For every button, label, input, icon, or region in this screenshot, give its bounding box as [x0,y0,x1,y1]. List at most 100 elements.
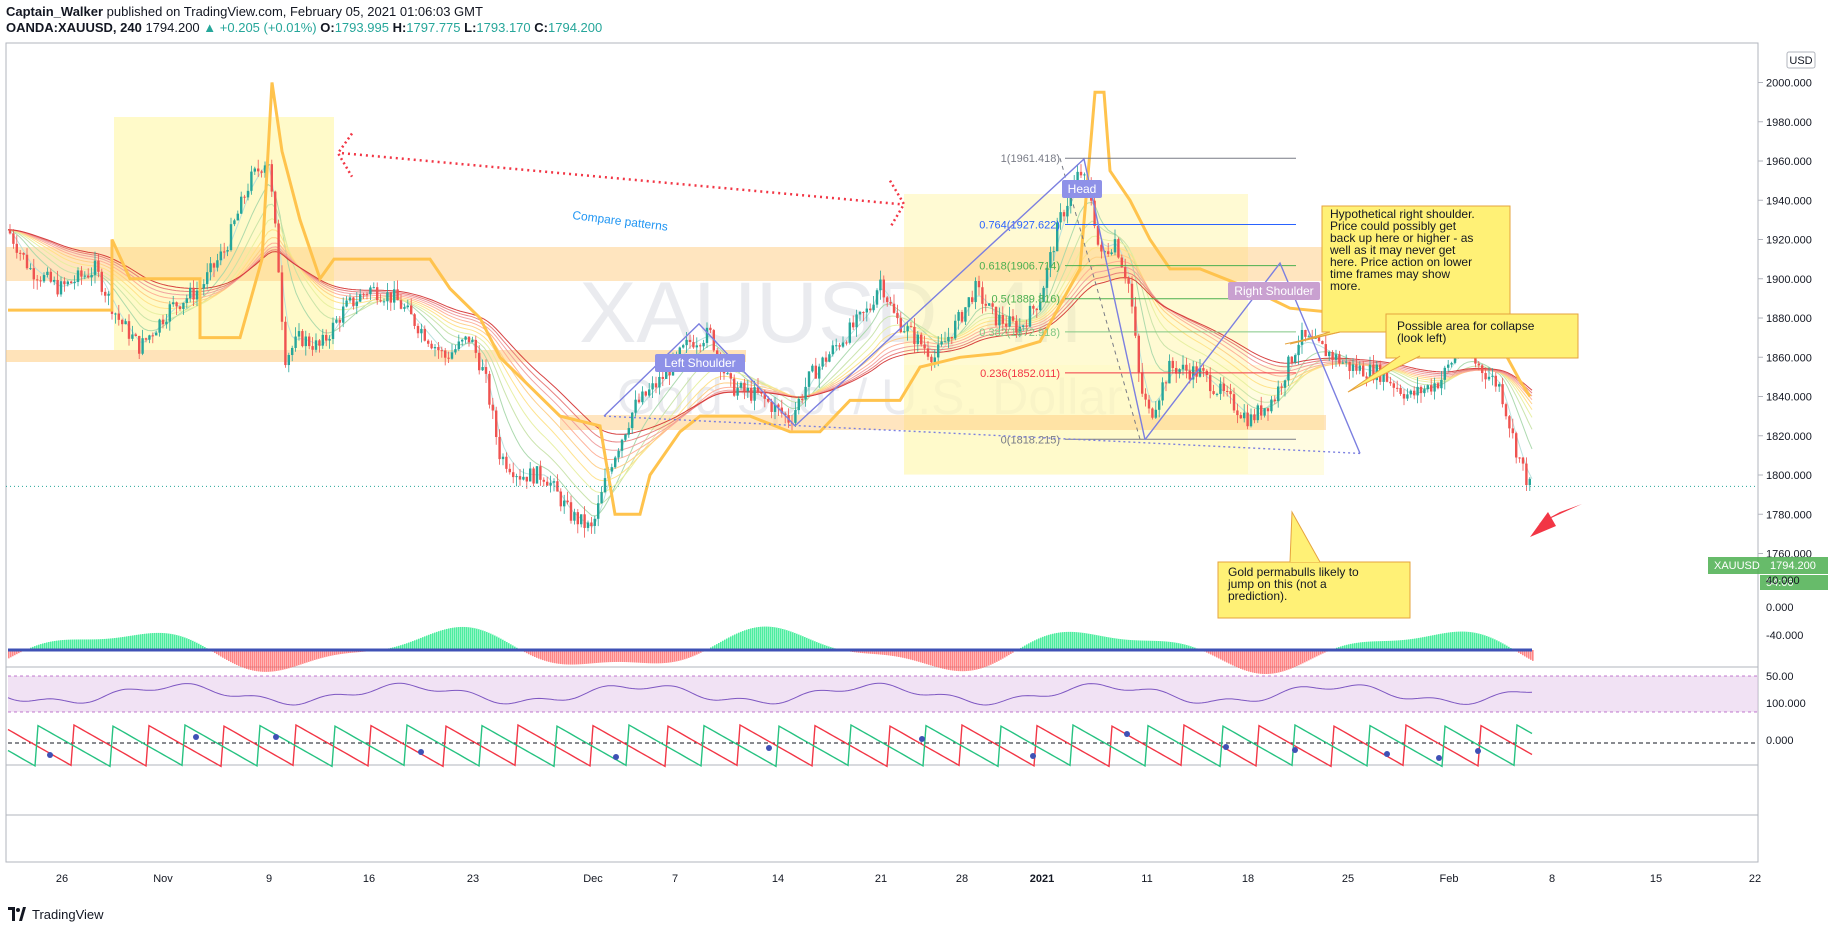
note-collapse[interactable]: Possible area for collapse(look left) [1347,313,1579,393]
candle-body [546,481,549,486]
macd-bar [1414,638,1416,650]
stoch-line [7,723,1533,768]
candle-body [505,456,508,469]
candle-body [1481,365,1484,374]
macd-bar [538,650,540,659]
macd-bar [784,629,786,650]
candle-body [369,287,372,295]
macd-bar [1470,632,1472,650]
stoch-cross-dot [1436,755,1442,761]
macd-bar [1388,640,1390,650]
macd-bar [572,650,574,665]
macd-bar [1374,641,1376,650]
author-name[interactable]: Captain_Walker [6,4,104,19]
macd-bar [1500,642,1502,650]
macd-bar [1342,645,1344,650]
time-tick-label: 16 [363,873,375,885]
macd-bar [1026,644,1028,650]
candle-body [464,336,467,340]
candle-body [814,365,817,379]
macd-bar [222,650,224,658]
macd-bar [338,650,340,655]
time-tick-label: 14 [772,873,784,885]
candle-body [1453,355,1457,363]
macd-bar [1218,650,1220,659]
head-tag[interactable]: Head [1062,180,1102,198]
candle-body [461,339,464,342]
pattern-drawings[interactable] [336,132,1361,455]
macd-bar [240,650,242,667]
macd-bar [796,633,798,650]
macd-bar [990,650,992,665]
macd-bar [194,641,196,650]
macd-bar [1440,633,1442,650]
macd-bar [1226,650,1228,663]
macd-bar [862,650,864,654]
macd-bar [598,650,600,663]
candle-body [379,300,382,302]
macd-bar [286,650,288,669]
price-axis[interactable]: 2000.000 1980.000 1960.000 1940.000 1920.000… [1758,78,1812,561]
candle-body [185,298,188,303]
time-tick-label: 25 [1342,873,1354,885]
left-shoulder-tag[interactable]: Left Shoulder [655,354,745,372]
candle-body [467,336,471,343]
macd-bar [1098,635,1100,650]
macd-bar [252,650,254,671]
macd-bar [632,650,634,663]
macd-bar [596,650,598,663]
candle-body [1219,383,1222,394]
time-axis[interactable]: 26 Nov 9 16 23 Dec 7 14 21 28 2021 11 18 25 Feb 8 15 22 [56,873,1761,885]
macd-bar [1134,640,1136,650]
candle-body [148,335,151,340]
candle-body [668,369,671,376]
macd-bar [482,630,484,650]
macd-bar [738,632,740,650]
macd-bar [1272,650,1274,674]
macd-bar [168,633,170,650]
candle-body [1069,191,1072,206]
macd-bar [14,650,16,656]
yellow-zone-nov[interactable] [114,117,334,350]
macd-bar [530,650,532,656]
support-zone-right[interactable] [560,415,1326,430]
fib-retracement[interactable]: 1(1961.418) 0.764(1927.622) 0.618(1906.714… [979,153,1296,446]
candle-body [875,290,879,305]
macd-bar [1072,631,1074,650]
macd-bar [1408,639,1410,650]
compare-patterns-label[interactable]: Compare patterns [572,208,669,234]
candle-body [345,300,348,307]
macd-bar [716,644,718,650]
macd-bar [1112,637,1114,650]
indicator-axes: 40.000 0.000 -40.000 50.00 100.000 0.000 [1766,575,1806,747]
candle-body [144,338,148,340]
chart-canvas[interactable]: XAUUSD, 4h Gold Spot / U.S. Dollar 1(196… [0,42,1828,900]
macd-bar [1428,636,1430,650]
currency-badge[interactable]: USD [1786,51,1816,69]
candle-body [933,357,936,363]
macd-bar [316,650,318,660]
macd-bar [1276,650,1278,673]
macd-bar [196,642,198,650]
support-zone-left[interactable] [6,350,746,362]
macd-bar [1216,650,1218,658]
macd-bar [688,650,690,658]
note-right-shoulder[interactable]: Hypothetical right shoulder.Price could … [1284,205,1511,345]
macd-bar [968,650,970,671]
macd-bar [624,650,626,663]
symbol-name[interactable]: OANDA:XAUUSD, 240 [6,20,142,35]
candle-body [1416,386,1419,396]
macd-bar [546,650,548,662]
candle-body [1144,393,1147,400]
macd-bar [902,650,904,658]
macd-bar [318,650,320,659]
macd-bar [396,646,398,650]
brand-name[interactable]: TradingView [32,906,104,922]
candle-body [284,321,287,366]
candle-body [1113,239,1117,253]
macd-bar [1286,650,1288,671]
right-shoulder-tag[interactable]: Right Shoulder [1228,282,1320,300]
candle-body [1246,412,1249,427]
macd-bar [1406,639,1408,650]
